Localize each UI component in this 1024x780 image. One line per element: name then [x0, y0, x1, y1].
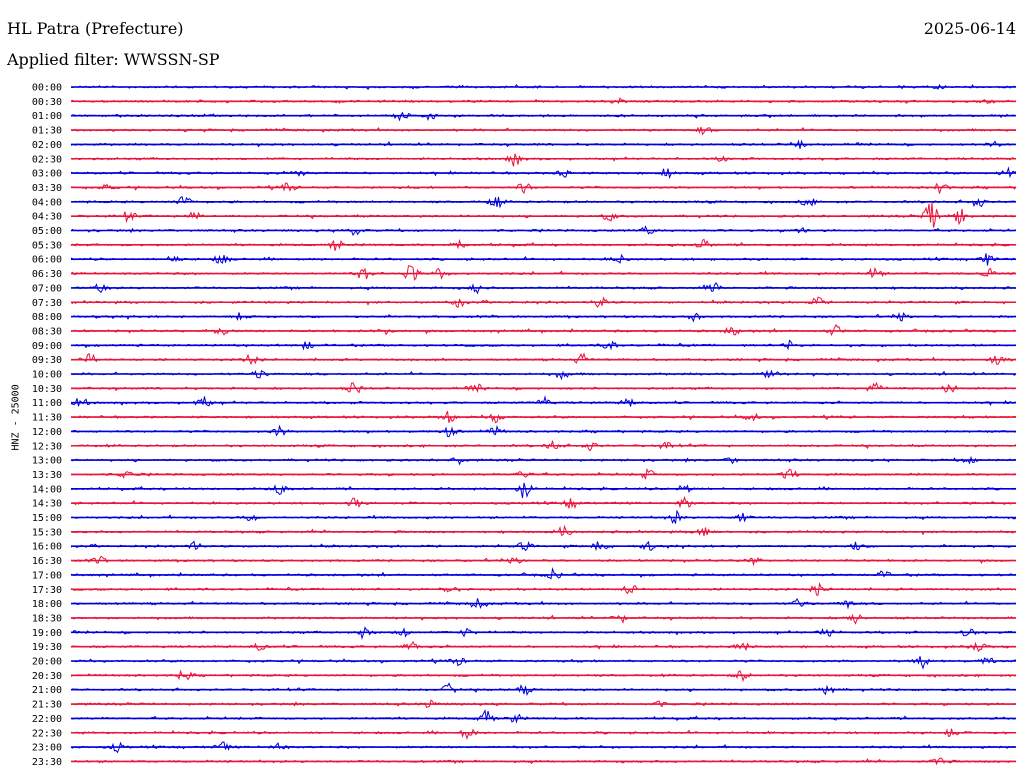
time-tick-label: 23:30 — [32, 757, 62, 768]
time-tick-label: 14:30 — [32, 499, 62, 510]
time-tick-label: 21:00 — [32, 685, 62, 696]
time-tick-label: 13:30 — [32, 470, 62, 481]
time-tick-label: 10:00 — [32, 370, 62, 381]
time-tick-label: 07:30 — [32, 298, 62, 309]
time-tick-label: 02:30 — [32, 154, 62, 165]
time-tick-label: 20:00 — [32, 657, 62, 668]
time-tick-label: 17:30 — [32, 585, 62, 596]
time-tick-label: 13:00 — [32, 456, 62, 467]
station-title: HL Patra (Prefecture) — [7, 19, 184, 38]
time-tick-label: 16:00 — [32, 542, 62, 553]
trace-0430 — [70, 202, 1017, 228]
time-tick-label: 05:00 — [32, 226, 62, 237]
time-tick-label: 09:00 — [32, 341, 62, 352]
time-tick-label: 20:30 — [32, 671, 62, 682]
trace-0230 — [70, 153, 1016, 167]
time-tick-label: 09:30 — [32, 355, 62, 366]
time-tick-label: 19:00 — [32, 628, 62, 639]
time-tick-label: 21:30 — [32, 700, 62, 711]
time-tick-label: 06:00 — [32, 255, 62, 266]
time-tick-label: 23:00 — [32, 743, 62, 754]
time-tick-label: 12:00 — [32, 427, 62, 438]
time-tick-label: 14:00 — [32, 484, 62, 495]
time-tick-label: 10:30 — [32, 384, 62, 395]
time-tick-label: 12:30 — [32, 441, 62, 452]
time-tick-label: 04:00 — [32, 197, 62, 208]
time-tick-label: 00:30 — [32, 97, 62, 108]
time-tick-label: 11:30 — [32, 413, 62, 424]
time-tick-label: 07:00 — [32, 283, 62, 294]
trace-1100 — [70, 395, 1017, 407]
trace-2200 — [70, 709, 1017, 724]
time-tick-label: 08:30 — [32, 326, 62, 337]
time-tick-label: 11:00 — [32, 398, 62, 409]
time-tick-label: 08:00 — [32, 312, 62, 323]
time-tick-label: 19:30 — [32, 642, 62, 653]
time-tick-label: 03:00 — [32, 169, 62, 180]
time-tick-label: 15:30 — [32, 527, 62, 538]
trace-1400 — [70, 482, 1017, 499]
time-tick-label: 18:00 — [32, 599, 62, 610]
trace-0330 — [70, 182, 1017, 195]
time-tick-label: 17:00 — [32, 570, 62, 581]
time-tick-label: 04:30 — [32, 212, 62, 223]
time-tick-label: 03:30 — [32, 183, 62, 194]
time-tick-label: 15:00 — [32, 513, 62, 524]
trace-0830 — [70, 323, 1017, 337]
time-tick-label: 16:30 — [32, 556, 62, 567]
time-tick-label: 05:30 — [32, 240, 62, 251]
trace-2000 — [70, 656, 1017, 670]
time-tick-label: 01:30 — [32, 126, 62, 137]
time-tick-label: 01:00 — [32, 111, 62, 122]
time-tick-label: 00:00 — [32, 83, 62, 94]
time-tick-label: 02:00 — [32, 140, 62, 151]
time-tick-label: 22:30 — [32, 728, 62, 739]
time-tick-label: 06:30 — [32, 269, 62, 280]
time-tick-label: 18:30 — [32, 613, 62, 624]
trace-1830 — [70, 613, 1017, 625]
time-tick-label: 22:00 — [32, 714, 62, 725]
trace-1700 — [70, 567, 1017, 580]
date-label: 2025-06-14 — [923, 19, 1016, 38]
filter-label: Applied filter: WWSSN-SP — [7, 50, 220, 69]
